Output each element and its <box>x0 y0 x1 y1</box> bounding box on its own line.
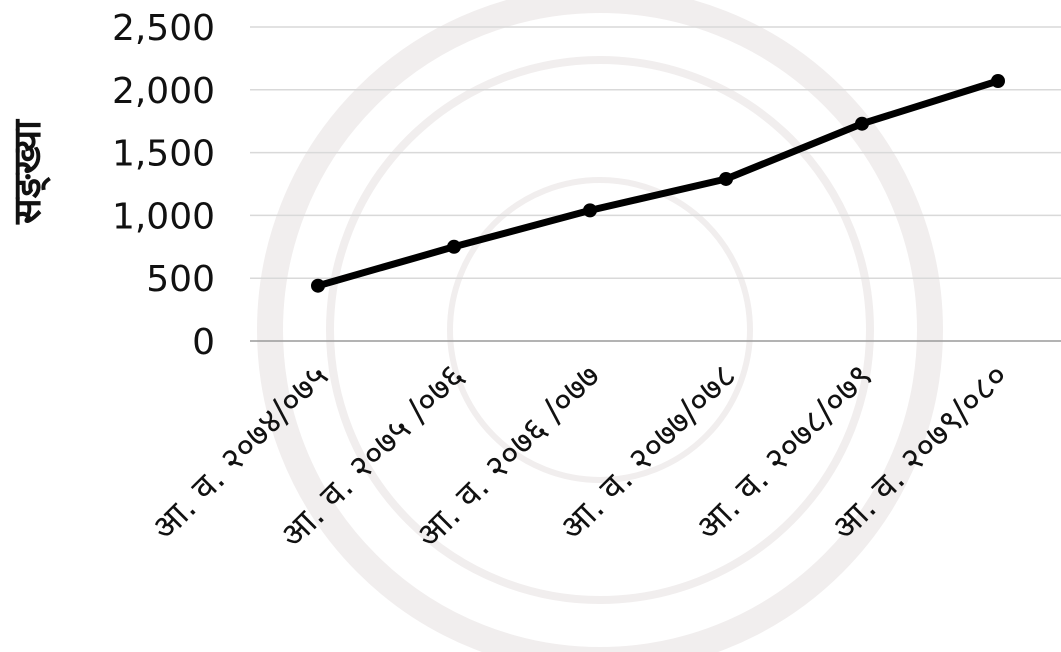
data-point <box>583 203 597 218</box>
y-tick-label: 2,000 <box>112 71 215 112</box>
data-point <box>311 278 325 293</box>
y-tick-label: 2,500 <box>112 8 215 49</box>
y-tick-label: 500 <box>146 259 215 300</box>
y-axis-ticks: 0 500 1,000 1,500 2,000 2,500 <box>112 8 215 363</box>
data-point <box>447 239 461 254</box>
grid <box>250 26 1061 342</box>
y-tick-label: 0 <box>192 322 215 363</box>
y-tick-label: 1,000 <box>112 196 215 237</box>
series <box>311 74 1005 293</box>
data-point <box>719 171 733 186</box>
data-point <box>855 116 869 131</box>
y-tick-label: 1,500 <box>112 134 215 175</box>
series-line <box>314 77 1002 290</box>
y-axis-label: सङ्ख्या <box>5 119 51 225</box>
seal-watermark <box>257 0 943 652</box>
data-point <box>991 74 1005 89</box>
